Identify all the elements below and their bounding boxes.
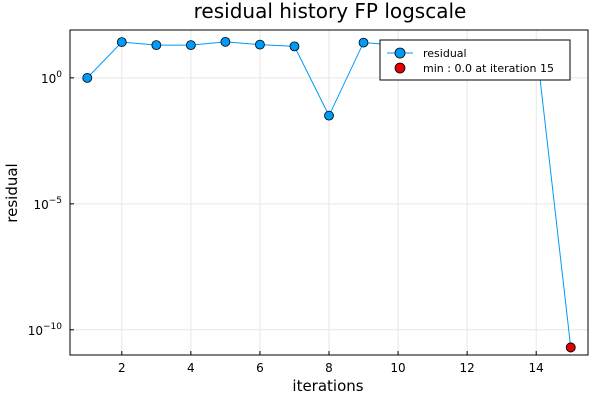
x-tick-label: 4 bbox=[187, 361, 195, 375]
data-point bbox=[185, 40, 196, 51]
data-point bbox=[220, 36, 231, 47]
x-tick-label: 8 bbox=[325, 361, 333, 375]
legend-residual-label: residual bbox=[423, 47, 467, 60]
y-axis-label: residual bbox=[3, 163, 21, 222]
legend-min-label: min : 0.0 at iteration 15 bbox=[423, 62, 554, 75]
x-axis-label: iterations bbox=[292, 377, 363, 395]
min-marker bbox=[565, 342, 576, 353]
legend: residual min : 0.0 at iteration 15 bbox=[379, 39, 571, 81]
x-tick-label: 14 bbox=[529, 361, 544, 375]
data-point bbox=[358, 37, 369, 48]
data-point bbox=[255, 39, 265, 50]
data-point bbox=[116, 37, 127, 47]
grid bbox=[70, 30, 588, 355]
x-tick-label: 6 bbox=[256, 361, 264, 375]
legend-min-marker bbox=[394, 62, 406, 74]
data-point bbox=[324, 110, 334, 121]
legend-residual-marker bbox=[394, 47, 406, 59]
x-tick-label: 12 bbox=[459, 361, 474, 375]
data-point bbox=[82, 72, 93, 83]
y-tick-label: 10−10 bbox=[28, 322, 63, 338]
y-tick-label: 100 bbox=[41, 70, 62, 86]
x-tick-label: 10 bbox=[390, 361, 405, 375]
y-tick-label: 10−5 bbox=[33, 196, 62, 212]
tick-labels: 2 4 6 8 10 12 14 100 10−5 10−10 bbox=[28, 70, 544, 375]
data-point bbox=[151, 40, 162, 51]
legend-box bbox=[379, 39, 571, 81]
chart-title: residual history FP logscale bbox=[194, 0, 467, 23]
data-point bbox=[289, 41, 300, 52]
x-tick-label: 2 bbox=[118, 361, 126, 375]
